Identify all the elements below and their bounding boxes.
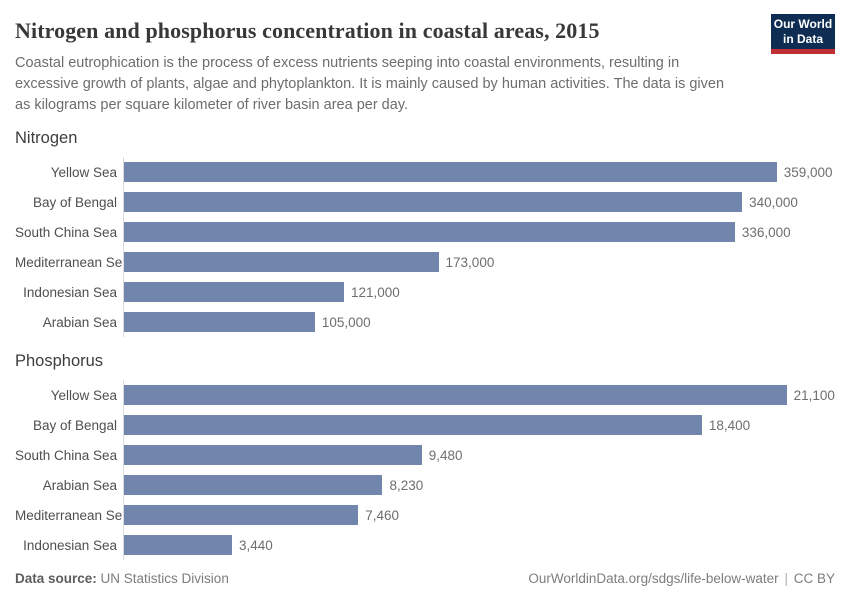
bar-row: Indonesian Sea 3,440: [15, 530, 835, 561]
category-label: Arabian Sea: [42, 477, 117, 493]
bar-track: 105,000: [123, 307, 835, 338]
data-source-label: Data source:: [15, 571, 97, 586]
bar-track: 121,000: [123, 277, 835, 308]
value-label: 359,000: [783, 164, 833, 180]
bar-row: South China Sea 336,000: [15, 217, 835, 248]
category-label: Indonesian Sea: [23, 537, 117, 553]
value-label: 336,000: [741, 224, 791, 240]
bar-track: 3,440: [123, 530, 835, 561]
chart-titles: Nitrogen and phosphorus concentration in…: [15, 14, 759, 116]
phosphorus-chart: Phosphorus Yellow Sea 21,100 Bay of Bengal…: [15, 352, 835, 561]
category-label: South China Sea: [15, 447, 118, 463]
bar: [124, 222, 735, 243]
value-label: 7,460: [365, 507, 400, 523]
chart-title: Nitrogen and phosphorus concentration in…: [15, 18, 600, 43]
value-label: 18,400: [708, 417, 751, 433]
attribution-separator: |: [784, 571, 788, 586]
bar-track: 336,000: [123, 217, 835, 248]
chart-header: Nitrogen and phosphorus concentration in…: [15, 14, 835, 116]
data-source: Data source: UN Statistics Division: [15, 571, 229, 586]
value-label: 8,230: [389, 477, 424, 493]
owid-logo-line2: in Data: [782, 31, 823, 46]
bar-track: 8,230: [123, 470, 835, 501]
value-label: 121,000: [350, 284, 400, 300]
category-label: Arabian Sea: [42, 314, 117, 330]
bar-row: Arabian Sea 105,000: [15, 307, 835, 338]
license-label: CC BY: [793, 571, 835, 586]
bar: [124, 535, 233, 556]
bar: [124, 162, 777, 183]
bar-track: 173,000: [123, 247, 835, 278]
bar: [124, 475, 383, 496]
chart-subtitle: Coastal eutrophication is the process of…: [15, 55, 725, 114]
bar-track: 18,400: [123, 410, 835, 441]
bar-track: 340,000: [123, 187, 835, 218]
bar-row: Mediterranean Sea 7,460: [15, 500, 835, 531]
bar: [124, 415, 702, 436]
owid-logo-line1: Our World: [773, 16, 833, 31]
owid-logo: Our World in Data: [771, 14, 835, 54]
value-label: 9,480: [428, 447, 463, 463]
section-title-phosphorus: Phosphorus: [15, 352, 104, 371]
category-label: South China Sea: [15, 224, 118, 240]
bar-row: Bay of Bengal 340,000: [15, 187, 835, 218]
bar: [124, 192, 743, 213]
value-label: 105,000: [321, 314, 371, 330]
value-label: 340,000: [749, 194, 798, 210]
category-label: Mediterranean Sea: [15, 254, 130, 270]
bar-row: Mediterranean Sea 173,000: [15, 247, 835, 278]
category-label: Indonesian Sea: [23, 284, 117, 300]
category-label: Mediterranean Sea: [15, 507, 130, 523]
phosphorus-bars: Yellow Sea 21,100 Bay of Bengal 18,400 South…: [15, 380, 835, 561]
chart-footer: Data source: UN Statistics Division OurW…: [15, 571, 835, 586]
value-label: 21,100: [793, 387, 835, 403]
bar: [124, 505, 359, 526]
bar: [124, 312, 315, 333]
category-label: Bay of Bengal: [32, 194, 117, 210]
bar-track: 9,480: [123, 440, 835, 471]
owid-url: OurWorldinData.org/sdgs/life-below-water: [528, 571, 779, 586]
bar-row: South China Sea 9,480: [15, 440, 835, 471]
category-label: Yellow Sea: [50, 387, 117, 403]
section-title-nitrogen: Nitrogen: [15, 129, 78, 148]
data-source-value: UN Statistics Division: [100, 571, 229, 586]
bar-track: 7,460: [123, 500, 835, 531]
bar: [124, 385, 787, 406]
bar-row: Arabian Sea 8,230: [15, 470, 835, 501]
category-label: Bay of Bengal: [32, 417, 117, 433]
bar: [124, 252, 439, 273]
nitrogen-chart: Nitrogen Yellow Sea 359,000 Bay of Bengal 3…: [15, 129, 835, 338]
bar-row: Yellow Sea 21,100: [15, 380, 835, 411]
bar-track: 21,100: [123, 380, 835, 411]
bar-row: Indonesian Sea 121,000: [15, 277, 835, 308]
nitrogen-bars: Yellow Sea 359,000 Bay of Bengal 340,000 Sou…: [15, 157, 835, 338]
bar-track: 359,000: [123, 157, 835, 188]
attribution: OurWorldinData.org/sdgs/life-below-water…: [528, 571, 835, 586]
bar-row: Yellow Sea 359,000: [15, 157, 835, 188]
bar-row: Bay of Bengal 18,400: [15, 410, 835, 441]
category-label: Yellow Sea: [50, 164, 117, 180]
value-label: 3,440: [239, 537, 273, 553]
bar: [124, 445, 422, 466]
value-label: 173,000: [445, 254, 495, 270]
bar: [124, 282, 344, 303]
